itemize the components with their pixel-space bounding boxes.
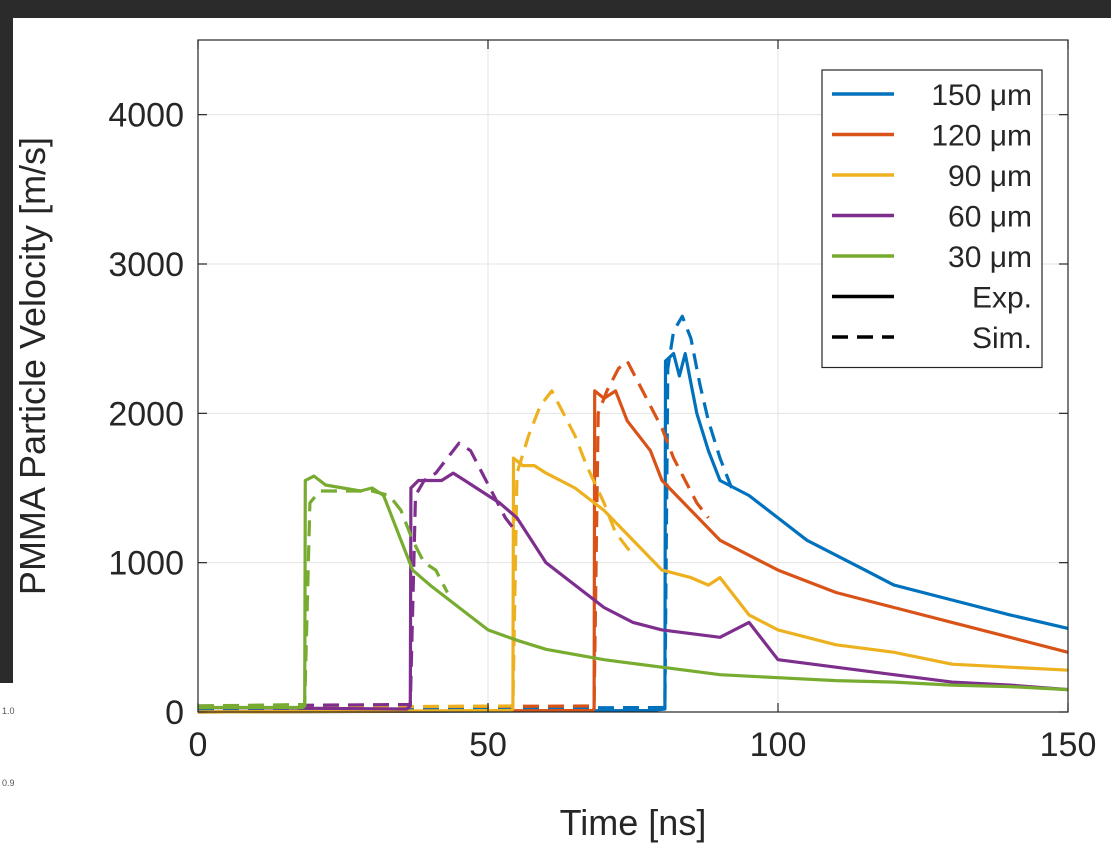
legend-label-2: 90 μm	[948, 160, 1032, 193]
x-axis-label: Time [ns]	[560, 802, 707, 843]
legend-label-1: 120 μm	[931, 120, 1032, 153]
series-line-9	[197, 489, 449, 708]
series-line-0	[197, 352, 1069, 714]
legend-label-3: 60 μm	[948, 201, 1032, 234]
x-tick-label-3: 150	[1040, 726, 1097, 764]
legend-box	[821, 69, 1043, 369]
y-tick-label-4: 4000	[108, 97, 184, 135]
legend: 150 μm 120 μm 90 μm 60 μm 30 μm Exp. Sim.	[821, 69, 1043, 369]
series-line-2	[197, 389, 1069, 714]
legend-label-5: Exp.	[972, 282, 1032, 315]
y-tick-label-2: 2000	[108, 395, 184, 433]
y-tick-label-3: 3000	[108, 246, 184, 284]
left-dark-strip	[0, 18, 13, 683]
series-line-8	[198, 474, 1069, 710]
page-fragment-1: 1.0	[2, 706, 15, 716]
y-tick-label-0: 0	[165, 694, 184, 732]
legend-label-4: 30 μm	[948, 241, 1032, 274]
axes-box	[197, 39, 1069, 713]
legend-label-6: Sim.	[972, 322, 1032, 355]
y-axis-label: PMMA Particle Velocity [m/s]	[12, 137, 53, 595]
series-line-5	[197, 389, 635, 710]
x-tick-label-2: 100	[750, 726, 807, 764]
series-line-3	[197, 359, 710, 710]
series-line-4	[197, 456, 1069, 714]
legend-label-0: 150 μm	[931, 79, 1032, 112]
series-line-6	[197, 471, 1069, 711]
x-tick-label-0: 0	[189, 726, 208, 764]
series-line-7	[197, 441, 519, 708]
page-fragment-2: 0.9	[2, 778, 15, 788]
x-tick-label-1: 50	[469, 726, 507, 764]
series-line-1	[197, 314, 734, 711]
y-tick-label-1: 1000	[108, 545, 184, 583]
top-dark-bar	[0, 0, 1111, 18]
